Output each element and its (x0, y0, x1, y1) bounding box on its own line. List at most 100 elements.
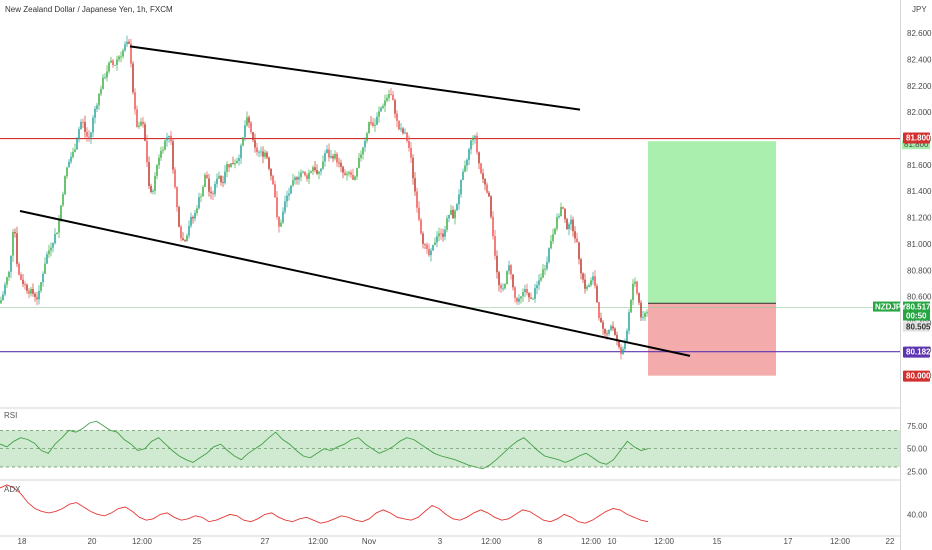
candle-body (596, 286, 598, 303)
candle-body (234, 163, 236, 165)
candle-body (306, 175, 308, 179)
candle-body (140, 121, 142, 126)
candle-body (224, 171, 226, 183)
candle-body (586, 286, 588, 289)
candle-body (206, 174, 208, 179)
time-tick-label: 22 (886, 537, 895, 546)
candle-body (190, 216, 192, 226)
candle-body (8, 271, 10, 278)
candle-body (528, 293, 530, 298)
candle-body (86, 131, 88, 137)
trendlines[interactable] (19, 45, 691, 357)
price-tick-label: 82.000 (907, 108, 932, 117)
candle-body (640, 302, 642, 318)
candle-body (210, 191, 212, 194)
time-tick-label: 8 (538, 537, 543, 546)
candle-body (260, 151, 262, 153)
price-tick-label: 81.200 (907, 214, 932, 223)
candle-body (514, 287, 516, 298)
candle-body (0, 300, 2, 304)
candle-body (366, 133, 368, 141)
candle-body (218, 175, 220, 179)
candle-body (148, 162, 150, 186)
candle-body (172, 141, 174, 170)
candle-body (158, 157, 160, 166)
candle-body (476, 135, 478, 153)
candle-body (198, 197, 200, 209)
candle-body (308, 172, 310, 179)
candle-body (94, 108, 96, 118)
candle-body (162, 149, 164, 151)
candle-body (316, 169, 318, 174)
position-zones[interactable]: 81.800 (648, 140, 930, 376)
candle-body (636, 281, 638, 294)
candle-body (338, 162, 340, 164)
time-tick-label: 18 (18, 537, 27, 546)
candle-body (432, 244, 434, 251)
candle-body (508, 265, 510, 272)
candle-body (348, 172, 350, 174)
candle-body (524, 289, 526, 293)
candle-body (194, 212, 196, 219)
candle-body (582, 273, 584, 280)
currency-label: JPY (912, 5, 927, 14)
candle-body (122, 50, 124, 57)
candle-body (160, 150, 162, 158)
candle-body (268, 157, 270, 169)
candle-body (302, 171, 304, 173)
time-axis[interactable]: 18 20 12:00 25 27 12:00 Nov 3 12:00 8 12:00 10 12:00… (18, 537, 895, 546)
candle-body (630, 299, 632, 313)
candle-body (544, 268, 546, 270)
candle-body (32, 289, 34, 294)
candle-body (58, 220, 60, 233)
candle-body (454, 210, 456, 219)
candle-body (606, 333, 608, 335)
price-tick-label: 82.200 (907, 82, 932, 91)
candle-body (298, 176, 300, 180)
last-price-value: 80.517 (906, 303, 931, 312)
stop-badge: 80.000 (906, 372, 931, 381)
candle-body (356, 167, 358, 177)
stop-zone (648, 303, 776, 376)
price-tick-label: 81.600 (907, 161, 932, 170)
candle-body (534, 288, 536, 299)
candle-body (264, 152, 266, 157)
time-tick-label: 15 (713, 537, 722, 546)
candle-body (438, 233, 440, 237)
time-tick-label: 12:00 (481, 537, 502, 546)
candles (0, 35, 648, 360)
candle-body (288, 193, 290, 196)
price-tick-label: 80.800 (907, 266, 932, 275)
candle-body (62, 194, 64, 206)
candle-body (616, 334, 618, 342)
candle-body (462, 171, 464, 180)
candle-body (576, 238, 578, 243)
candle-body (64, 176, 66, 195)
time-tick-label: Nov (362, 537, 376, 546)
candle-body (464, 165, 466, 172)
candle-body (408, 140, 410, 148)
horizontal-levels[interactable] (0, 137, 900, 353)
candle-body (252, 132, 254, 141)
candle-body (420, 219, 422, 234)
candle-body (594, 276, 596, 287)
candle-body (168, 135, 170, 138)
candle-body (604, 328, 606, 334)
candle-body (68, 161, 70, 168)
candle-body (626, 330, 628, 342)
candle-body (202, 186, 204, 197)
candle-body (406, 132, 408, 141)
candle-body (318, 171, 320, 174)
time-tick-label: 27 (261, 537, 270, 546)
candle-body (170, 135, 172, 142)
rsi-tick-label: 25.00 (907, 468, 928, 477)
candle-body (490, 196, 492, 217)
candle-body (646, 312, 648, 314)
candle-body (570, 219, 572, 225)
candle-body (550, 241, 552, 249)
candle-body (494, 236, 496, 256)
candle-body (66, 167, 68, 177)
candle-body (320, 168, 322, 172)
candle-body (254, 140, 256, 148)
